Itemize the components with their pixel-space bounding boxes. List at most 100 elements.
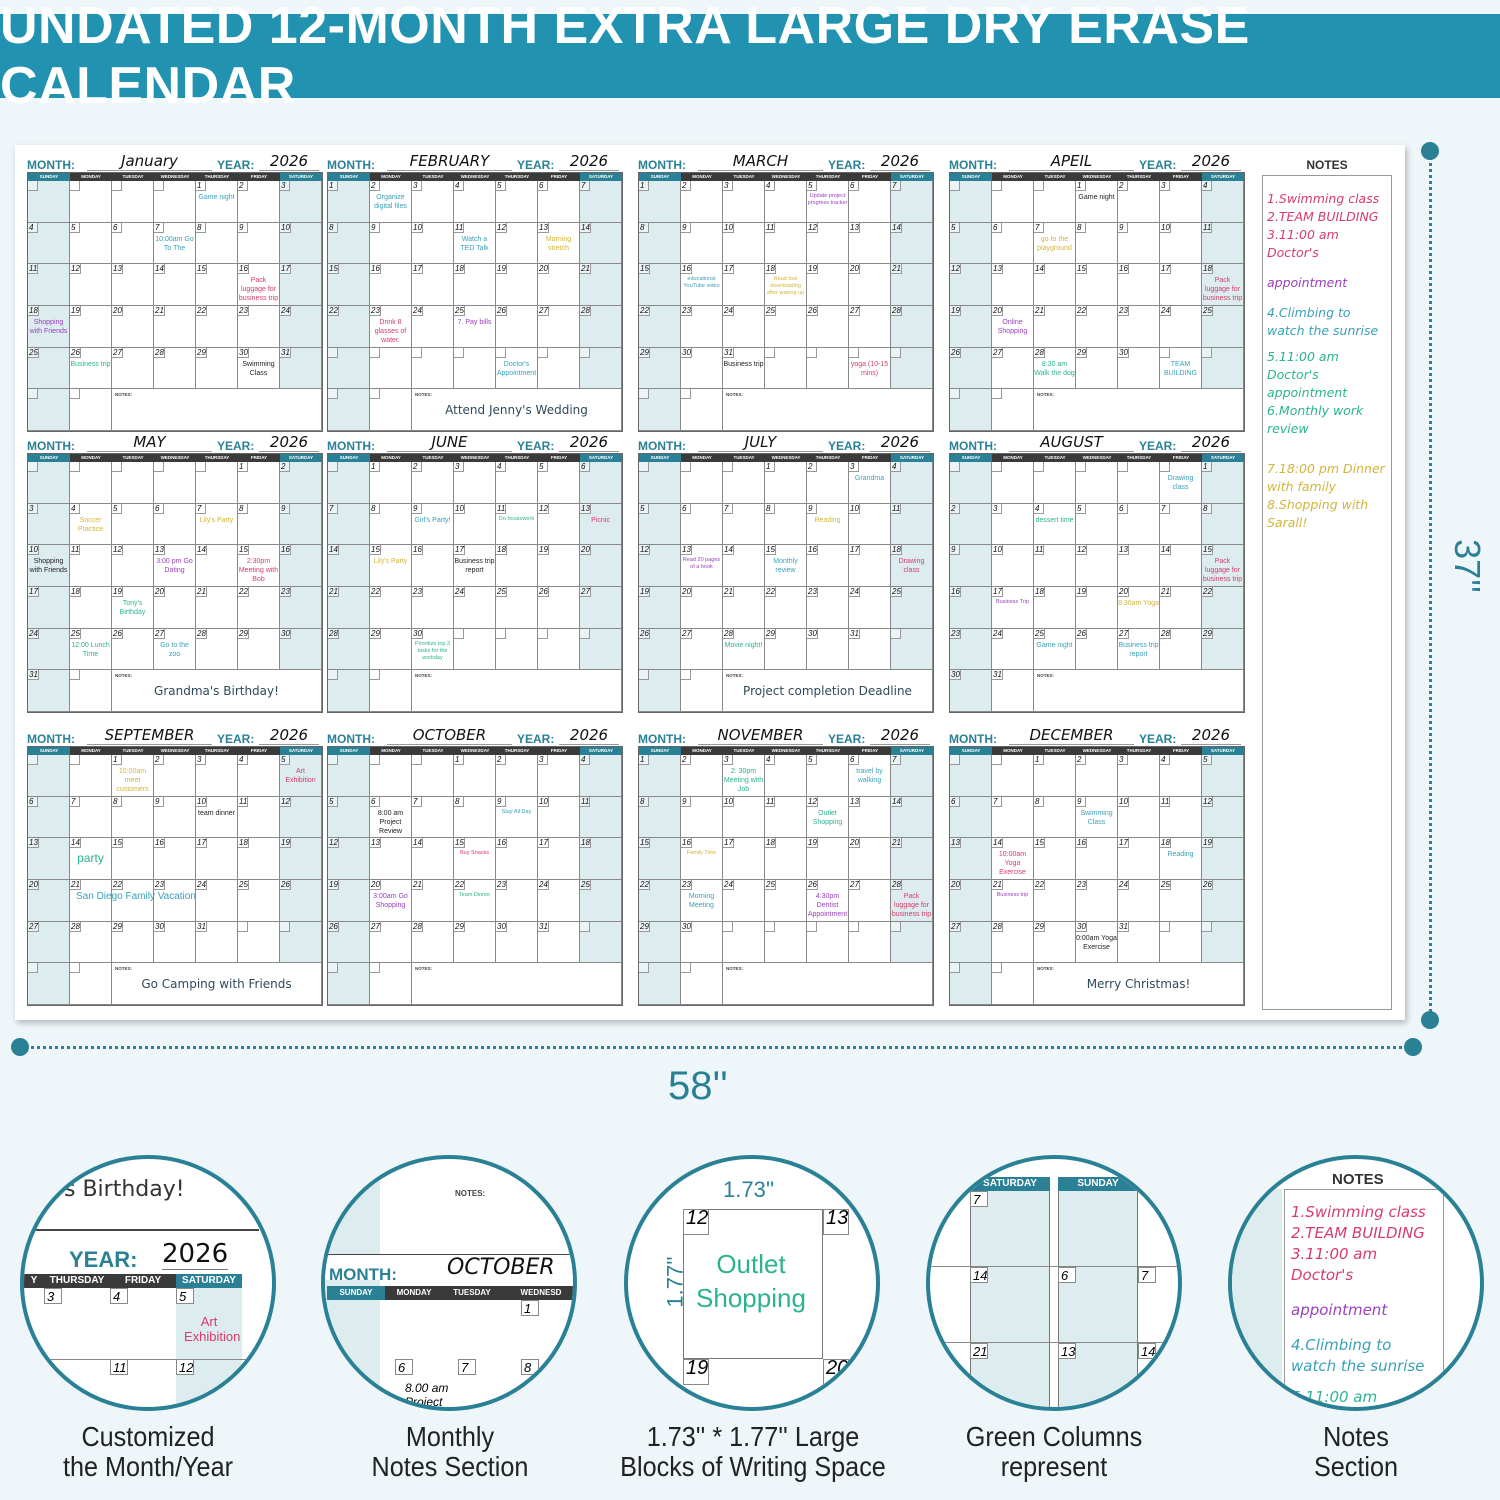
- day-cell[interactable]: [807, 921, 849, 964]
- day-cell[interactable]: 16: [950, 587, 992, 629]
- day-cell[interactable]: 12 Outlet Shopping: [807, 796, 849, 839]
- day-cell[interactable]: 25: [580, 880, 622, 922]
- day-cell[interactable]: 28: [328, 628, 370, 671]
- day-cell[interactable]: 22: [112, 880, 154, 922]
- day-cell[interactable]: 13: [370, 838, 412, 880]
- day-cell[interactable]: 20: [950, 880, 992, 922]
- day-cell[interactable]: 19: [807, 838, 849, 880]
- day-cell[interactable]: [70, 670, 112, 712]
- year-field[interactable]: 2026: [870, 726, 930, 745]
- day-cell[interactable]: 20: [580, 545, 622, 587]
- day-cell[interactable]: 6: [580, 462, 622, 504]
- day-cell[interactable]: [70, 389, 112, 431]
- day-cell[interactable]: 2: [412, 462, 454, 504]
- day-cell[interactable]: 11 Do housework: [496, 503, 538, 546]
- day-cell[interactable]: 29: [639, 921, 681, 964]
- day-cell[interactable]: [681, 462, 723, 504]
- day-cell[interactable]: 3: [280, 181, 322, 223]
- day-cell[interactable]: [370, 389, 412, 431]
- day-cell[interactable]: 18 Drawing class: [891, 545, 933, 587]
- day-cell[interactable]: 21: [891, 838, 933, 880]
- day-cell[interactable]: 29: [454, 921, 496, 964]
- day-cell[interactable]: 12: [538, 503, 580, 546]
- day-cell[interactable]: 3: [538, 755, 580, 797]
- day-cell[interactable]: 6: [538, 181, 580, 223]
- day-cell[interactable]: 31: [28, 670, 70, 712]
- day-cell[interactable]: [28, 389, 70, 431]
- day-cell[interactable]: 7 Lily's Party: [196, 503, 238, 546]
- day-cell[interactable]: 26: [496, 306, 538, 348]
- day-cell[interactable]: 3: [412, 181, 454, 223]
- monthly-notes-area[interactable]: NOTES: Project completion Deadline: [723, 670, 933, 712]
- day-cell[interactable]: 27: [28, 921, 70, 964]
- day-cell[interactable]: 13: [950, 838, 992, 880]
- day-cell[interactable]: 15: [1076, 264, 1118, 306]
- day-cell[interactable]: 23: [238, 306, 280, 348]
- day-cell[interactable]: 8: [370, 503, 412, 546]
- day-cell[interactable]: 3: [28, 503, 70, 546]
- day-cell[interactable]: 14: [328, 545, 370, 587]
- day-cell[interactable]: 2: [280, 462, 322, 504]
- year-field[interactable]: 2026: [559, 726, 619, 745]
- day-cell[interactable]: [1076, 462, 1118, 504]
- day-cell[interactable]: [950, 462, 992, 504]
- day-cell[interactable]: 16: [807, 545, 849, 587]
- day-cell[interactable]: 14: [891, 796, 933, 839]
- day-cell[interactable]: 23: [412, 587, 454, 629]
- day-cell[interactable]: 27 Business trip report: [1118, 628, 1160, 671]
- day-cell[interactable]: 11: [1160, 796, 1202, 839]
- day-cell[interactable]: 31 Business trip: [723, 347, 765, 390]
- day-cell[interactable]: [950, 181, 992, 223]
- day-cell[interactable]: 15: [639, 838, 681, 880]
- day-cell[interactable]: 12: [280, 796, 322, 839]
- day-cell[interactable]: 29: [639, 347, 681, 390]
- day-cell[interactable]: 22: [765, 587, 807, 629]
- day-cell[interactable]: 14: [196, 545, 238, 587]
- day-cell[interactable]: 26 Business trip: [70, 347, 112, 390]
- day-cell[interactable]: 31: [280, 347, 322, 390]
- day-cell[interactable]: 7 10:00am Go To The: [154, 222, 196, 265]
- day-cell[interactable]: 30: [496, 921, 538, 964]
- day-cell[interactable]: [238, 921, 280, 964]
- day-cell[interactable]: [849, 921, 891, 964]
- day-cell[interactable]: 16 educational YouTube video: [681, 264, 723, 306]
- day-cell[interactable]: [70, 755, 112, 797]
- day-cell[interactable]: [950, 389, 992, 431]
- day-cell[interactable]: 3: [454, 462, 496, 504]
- day-cell[interactable]: 15 2:30pm Meeting with Bob: [238, 545, 280, 587]
- year-field[interactable]: 2026: [1181, 726, 1241, 745]
- day-cell[interactable]: 24: [412, 306, 454, 348]
- day-cell[interactable]: 21 Business trip: [992, 880, 1034, 922]
- day-cell[interactable]: 3: [992, 503, 1034, 546]
- day-cell[interactable]: [496, 628, 538, 671]
- day-cell[interactable]: 22: [196, 306, 238, 348]
- day-cell[interactable]: [328, 389, 370, 431]
- day-cell[interactable]: 4: [765, 755, 807, 797]
- day-cell[interactable]: 7: [723, 503, 765, 546]
- day-cell[interactable]: 3: [1160, 181, 1202, 223]
- day-cell[interactable]: 7: [412, 796, 454, 839]
- day-cell[interactable]: 26: [1202, 880, 1244, 922]
- day-cell[interactable]: 27: [849, 880, 891, 922]
- day-cell[interactable]: 1: [1202, 462, 1244, 504]
- day-cell[interactable]: 16 Family Time: [681, 838, 723, 880]
- day-cell[interactable]: 29: [1202, 628, 1244, 671]
- day-cell[interactable]: 4: [891, 462, 933, 504]
- day-cell[interactable]: 31: [849, 628, 891, 671]
- day-cell[interactable]: 19: [538, 545, 580, 587]
- month-name-field[interactable]: MAY: [87, 433, 212, 452]
- day-cell[interactable]: 24: [723, 306, 765, 348]
- day-cell[interactable]: 21: [723, 587, 765, 629]
- day-cell[interactable]: 1: [1034, 755, 1076, 797]
- day-cell[interactable]: 22: [1076, 306, 1118, 348]
- day-cell[interactable]: 3 Grandma: [849, 462, 891, 504]
- day-cell[interactable]: 27 Go to the zoo: [154, 628, 196, 671]
- day-cell[interactable]: 21: [412, 880, 454, 922]
- day-cell[interactable]: 11: [1034, 545, 1076, 587]
- day-cell[interactable]: 4: [238, 755, 280, 797]
- day-cell[interactable]: 27: [950, 921, 992, 964]
- day-cell[interactable]: [765, 921, 807, 964]
- day-cell[interactable]: 28: [196, 628, 238, 671]
- day-cell[interactable]: 17: [1118, 838, 1160, 880]
- day-cell[interactable]: 30 Swimming Class: [238, 347, 280, 390]
